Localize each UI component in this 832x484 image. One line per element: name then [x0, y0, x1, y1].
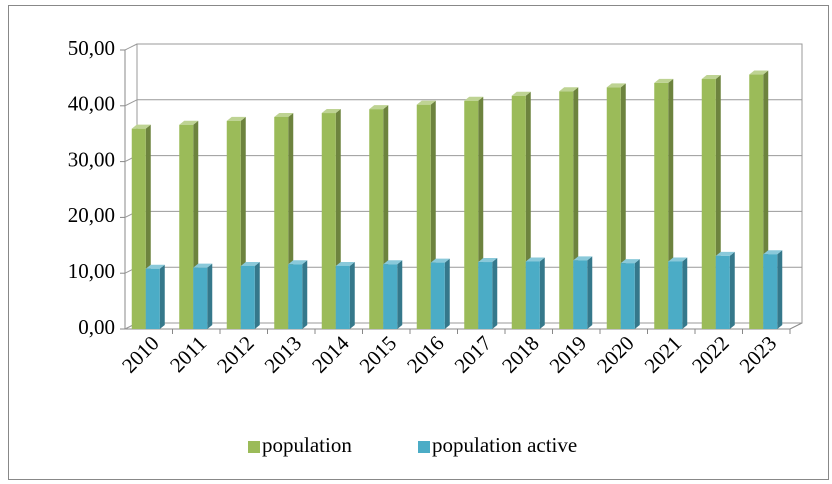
grid-line-side — [124, 43, 138, 51]
bar — [573, 260, 588, 329]
bar-side — [397, 260, 403, 329]
bar-top — [369, 105, 389, 110]
bar-top — [749, 70, 769, 75]
y-tick-label: 50,00 — [68, 36, 115, 60]
bar — [478, 262, 493, 329]
bar — [274, 116, 289, 330]
bar — [430, 262, 445, 329]
grid-line-side — [124, 99, 138, 107]
bar — [559, 91, 574, 330]
y-tick-label: 0,00 — [78, 315, 115, 339]
bar — [369, 109, 384, 329]
bar-top — [559, 87, 579, 92]
legend-swatch — [418, 441, 430, 453]
bar — [131, 128, 146, 329]
bar-top — [511, 91, 531, 96]
bar-side — [634, 259, 640, 329]
bar — [240, 265, 255, 329]
bar-top — [131, 124, 151, 129]
bar-top — [654, 78, 674, 83]
bar — [525, 261, 540, 329]
bar-side — [587, 256, 593, 329]
y-tick-label: 20,00 — [68, 203, 115, 227]
bar-top — [383, 260, 403, 265]
bar — [715, 255, 730, 329]
bar-side — [682, 257, 688, 329]
legend-swatch — [248, 441, 260, 453]
bar-top — [464, 96, 484, 101]
legend-label: population active — [432, 433, 577, 457]
bar-top — [274, 112, 294, 117]
bar — [145, 268, 160, 329]
bar-top — [193, 263, 213, 268]
bar-top — [715, 251, 735, 256]
bar — [179, 124, 194, 329]
bar-side — [729, 251, 735, 329]
bar-top — [321, 109, 341, 114]
bar-top — [668, 257, 688, 262]
bar — [288, 264, 303, 329]
bar-top — [416, 100, 436, 105]
bar-side — [254, 261, 260, 329]
bar — [668, 261, 683, 329]
bar — [654, 82, 669, 329]
bar — [763, 254, 778, 329]
bar — [321, 113, 336, 329]
bar-top — [701, 75, 721, 80]
bar-top — [240, 261, 260, 266]
bar-top — [763, 250, 783, 255]
bar-top — [145, 264, 165, 269]
bar-top — [525, 257, 545, 262]
bar-top — [179, 120, 199, 125]
bar-side — [539, 257, 545, 329]
bar — [620, 263, 635, 329]
bar-side — [159, 264, 165, 329]
bar — [335, 265, 350, 329]
bar-top — [288, 260, 308, 265]
bar-top — [573, 256, 593, 261]
bar-side — [302, 260, 308, 329]
bar-side — [207, 263, 213, 329]
bar-top — [335, 261, 355, 266]
bar — [749, 74, 764, 329]
bar — [606, 87, 621, 329]
bar-side — [492, 258, 498, 329]
y-tick-label: 10,00 — [68, 259, 115, 283]
bar — [383, 264, 398, 329]
bar-top — [226, 116, 246, 121]
bar — [416, 104, 431, 330]
y-tick-label: 30,00 — [68, 147, 115, 171]
y-tick-label: 40,00 — [68, 92, 115, 116]
bar-top — [620, 259, 640, 264]
bar — [511, 95, 526, 329]
bar — [193, 267, 208, 329]
bar — [464, 100, 479, 329]
legend-label: population — [262, 433, 352, 457]
bar — [701, 79, 716, 330]
bar — [226, 120, 241, 329]
bar-side — [444, 258, 450, 329]
bar-top — [430, 258, 450, 263]
bar-side — [777, 250, 783, 329]
bar-top — [478, 258, 498, 263]
bar-top — [606, 83, 626, 88]
bar-side — [349, 261, 355, 329]
